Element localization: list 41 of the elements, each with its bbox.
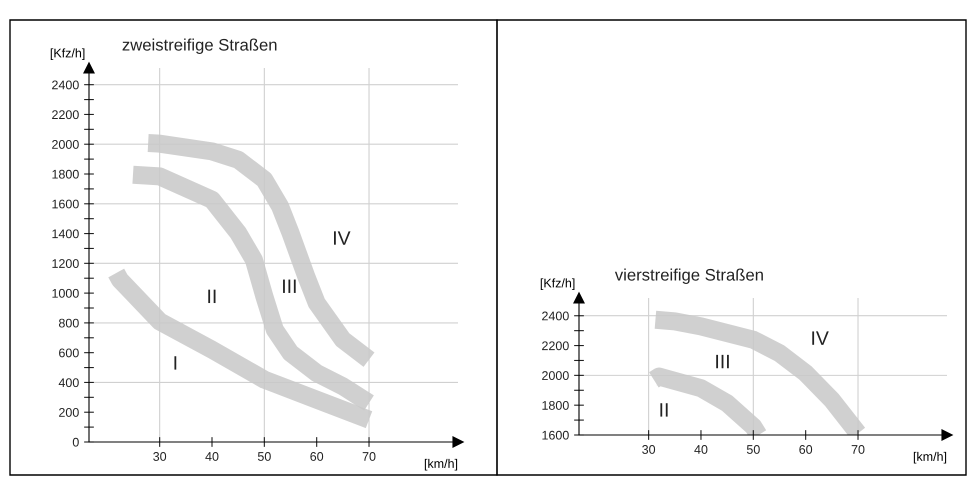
- x-tick-label: 30: [642, 445, 656, 454]
- y-tick-label: 200: [59, 408, 79, 417]
- y-tick-label: 1600: [52, 200, 79, 208]
- annotation: III: [716, 354, 729, 368]
- y-tick-label: 2000: [542, 371, 569, 380]
- y-tick-label: 2200: [542, 341, 569, 350]
- y-tick-label: 600: [59, 348, 79, 358]
- x-tick-label: 70: [852, 445, 864, 454]
- annotation: IV: [812, 331, 829, 345]
- x-tick-label: 50: [258, 452, 271, 461]
- y-tick-label: 2400: [542, 312, 569, 320]
- x-tick-label: 50: [746, 445, 760, 454]
- x-tick-label: 40: [205, 452, 218, 461]
- annotation: II: [208, 290, 216, 304]
- y-tick-label: 2200: [52, 110, 79, 120]
- x-tick-label: 60: [799, 445, 812, 454]
- y-axis-title: [Kfz/h]: [50, 48, 84, 60]
- y-tick-label: 1000: [52, 288, 79, 298]
- y-axis-title: [Kfz/h]: [540, 278, 574, 290]
- x-tick-label: 70: [362, 452, 376, 461]
- annotation: IV: [334, 231, 350, 245]
- chart-title: zweistreifige Straßen: [122, 38, 276, 54]
- chart-title: vierstreifige Straßen: [614, 268, 763, 284]
- x-axis-title: [km/h]: [424, 458, 458, 470]
- y-tick-label: 2400: [52, 80, 79, 90]
- y-tick-label: 1800: [52, 170, 79, 179]
- y-tick-label: 1600: [542, 430, 569, 440]
- y-tick-label: 2000: [52, 140, 79, 149]
- annotation: I: [174, 356, 176, 370]
- y-tick-label: 1400: [52, 229, 79, 238]
- x-tick-label: 60: [310, 452, 324, 461]
- y-tick-label: 1200: [52, 259, 79, 268]
- y-tick-label: 400: [58, 378, 79, 388]
- y-tick-label: 1800: [542, 400, 569, 410]
- x-axis-title: [km/h]: [914, 452, 946, 464]
- x-tick-label: 30: [153, 452, 166, 461]
- y-tick-label: 800: [58, 318, 79, 328]
- y-tick-label: 0: [72, 438, 79, 447]
- annotation: III: [283, 280, 296, 293]
- annotation: II: [660, 403, 668, 417]
- x-tick-label: 40: [694, 445, 708, 454]
